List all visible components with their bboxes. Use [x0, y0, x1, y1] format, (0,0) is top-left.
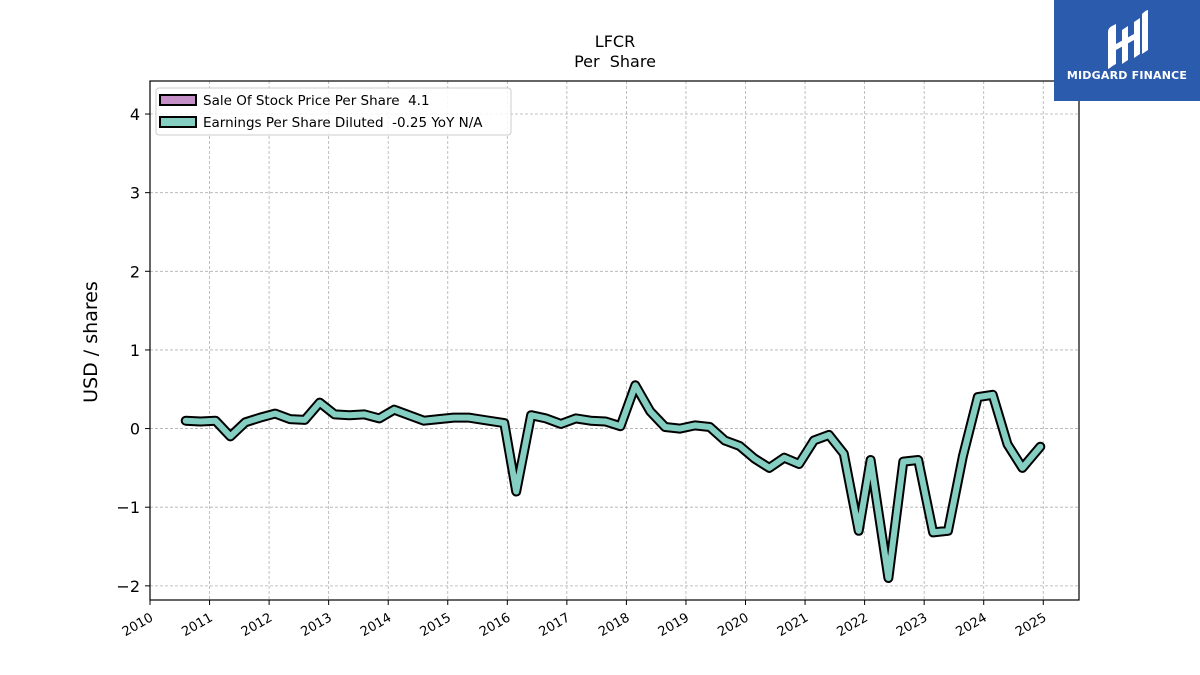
- x-tick-label: 2022: [834, 610, 870, 640]
- x-tick-label: 2025: [1013, 610, 1049, 640]
- x-tick-label: 2024: [954, 610, 990, 640]
- x-tick-label: 2020: [715, 610, 751, 640]
- y-tick-label: 2: [130, 262, 140, 281]
- logo-text: MIDGARD FINANCE: [1066, 69, 1188, 82]
- legend-box: [155, 87, 512, 136]
- plot-frame: [149, 80, 1080, 601]
- x-tick-label: 2010: [120, 610, 156, 640]
- x-tick-label: 2018: [596, 610, 632, 640]
- logo-mark-icon: [1108, 10, 1148, 69]
- x-tick-label: 2012: [239, 610, 275, 640]
- x-tick-label: 2021: [775, 610, 811, 640]
- grid-lines: [149, 81, 1079, 600]
- y-tick-label: −2: [116, 577, 140, 596]
- axis-ticks: −2 −1 0 1 2 3 4 2010 2011 2012 2013 2014 2015 2016 201…: [116, 105, 1049, 640]
- x-tick-label: 2016: [477, 610, 513, 640]
- x-tick-label: 2019: [656, 610, 692, 640]
- x-tick-label: 2011: [179, 610, 215, 640]
- legend-swatch: [159, 94, 197, 106]
- legend-label: Sale Of Stock Price Per Share 4.1: [203, 93, 430, 109]
- y-tick-label: 4: [130, 105, 140, 124]
- x-tick-label: 2015: [418, 610, 454, 640]
- x-tick-label: 2013: [298, 610, 334, 640]
- y-tick-label: −1: [116, 498, 140, 517]
- legend-label: Earnings Per Share Diluted -0.25 YoY N/A: [203, 115, 483, 131]
- y-axis-label: USD / shares: [80, 281, 102, 403]
- y-tick-label: 0: [130, 420, 140, 439]
- legend: Sale Of Stock Price Per Share 4.1 Earning…: [155, 87, 512, 136]
- series-layer: [180, 380, 1046, 583]
- series-line-outline: [180, 380, 1046, 583]
- series-line: [182, 382, 1044, 581]
- x-tick-label: 2014: [358, 610, 394, 640]
- chart-subtitle: Per Share: [574, 52, 656, 71]
- x-tick-label: 2017: [537, 610, 573, 640]
- midgard-finance-logo: MIDGARD FINANCE: [1054, 0, 1200, 101]
- legend-swatch: [159, 116, 197, 128]
- y-tick-label: 1: [130, 341, 140, 360]
- y-tick-label: 3: [130, 184, 140, 203]
- chart-title: LFCR: [595, 32, 635, 51]
- x-tick-label: 2023: [894, 610, 930, 640]
